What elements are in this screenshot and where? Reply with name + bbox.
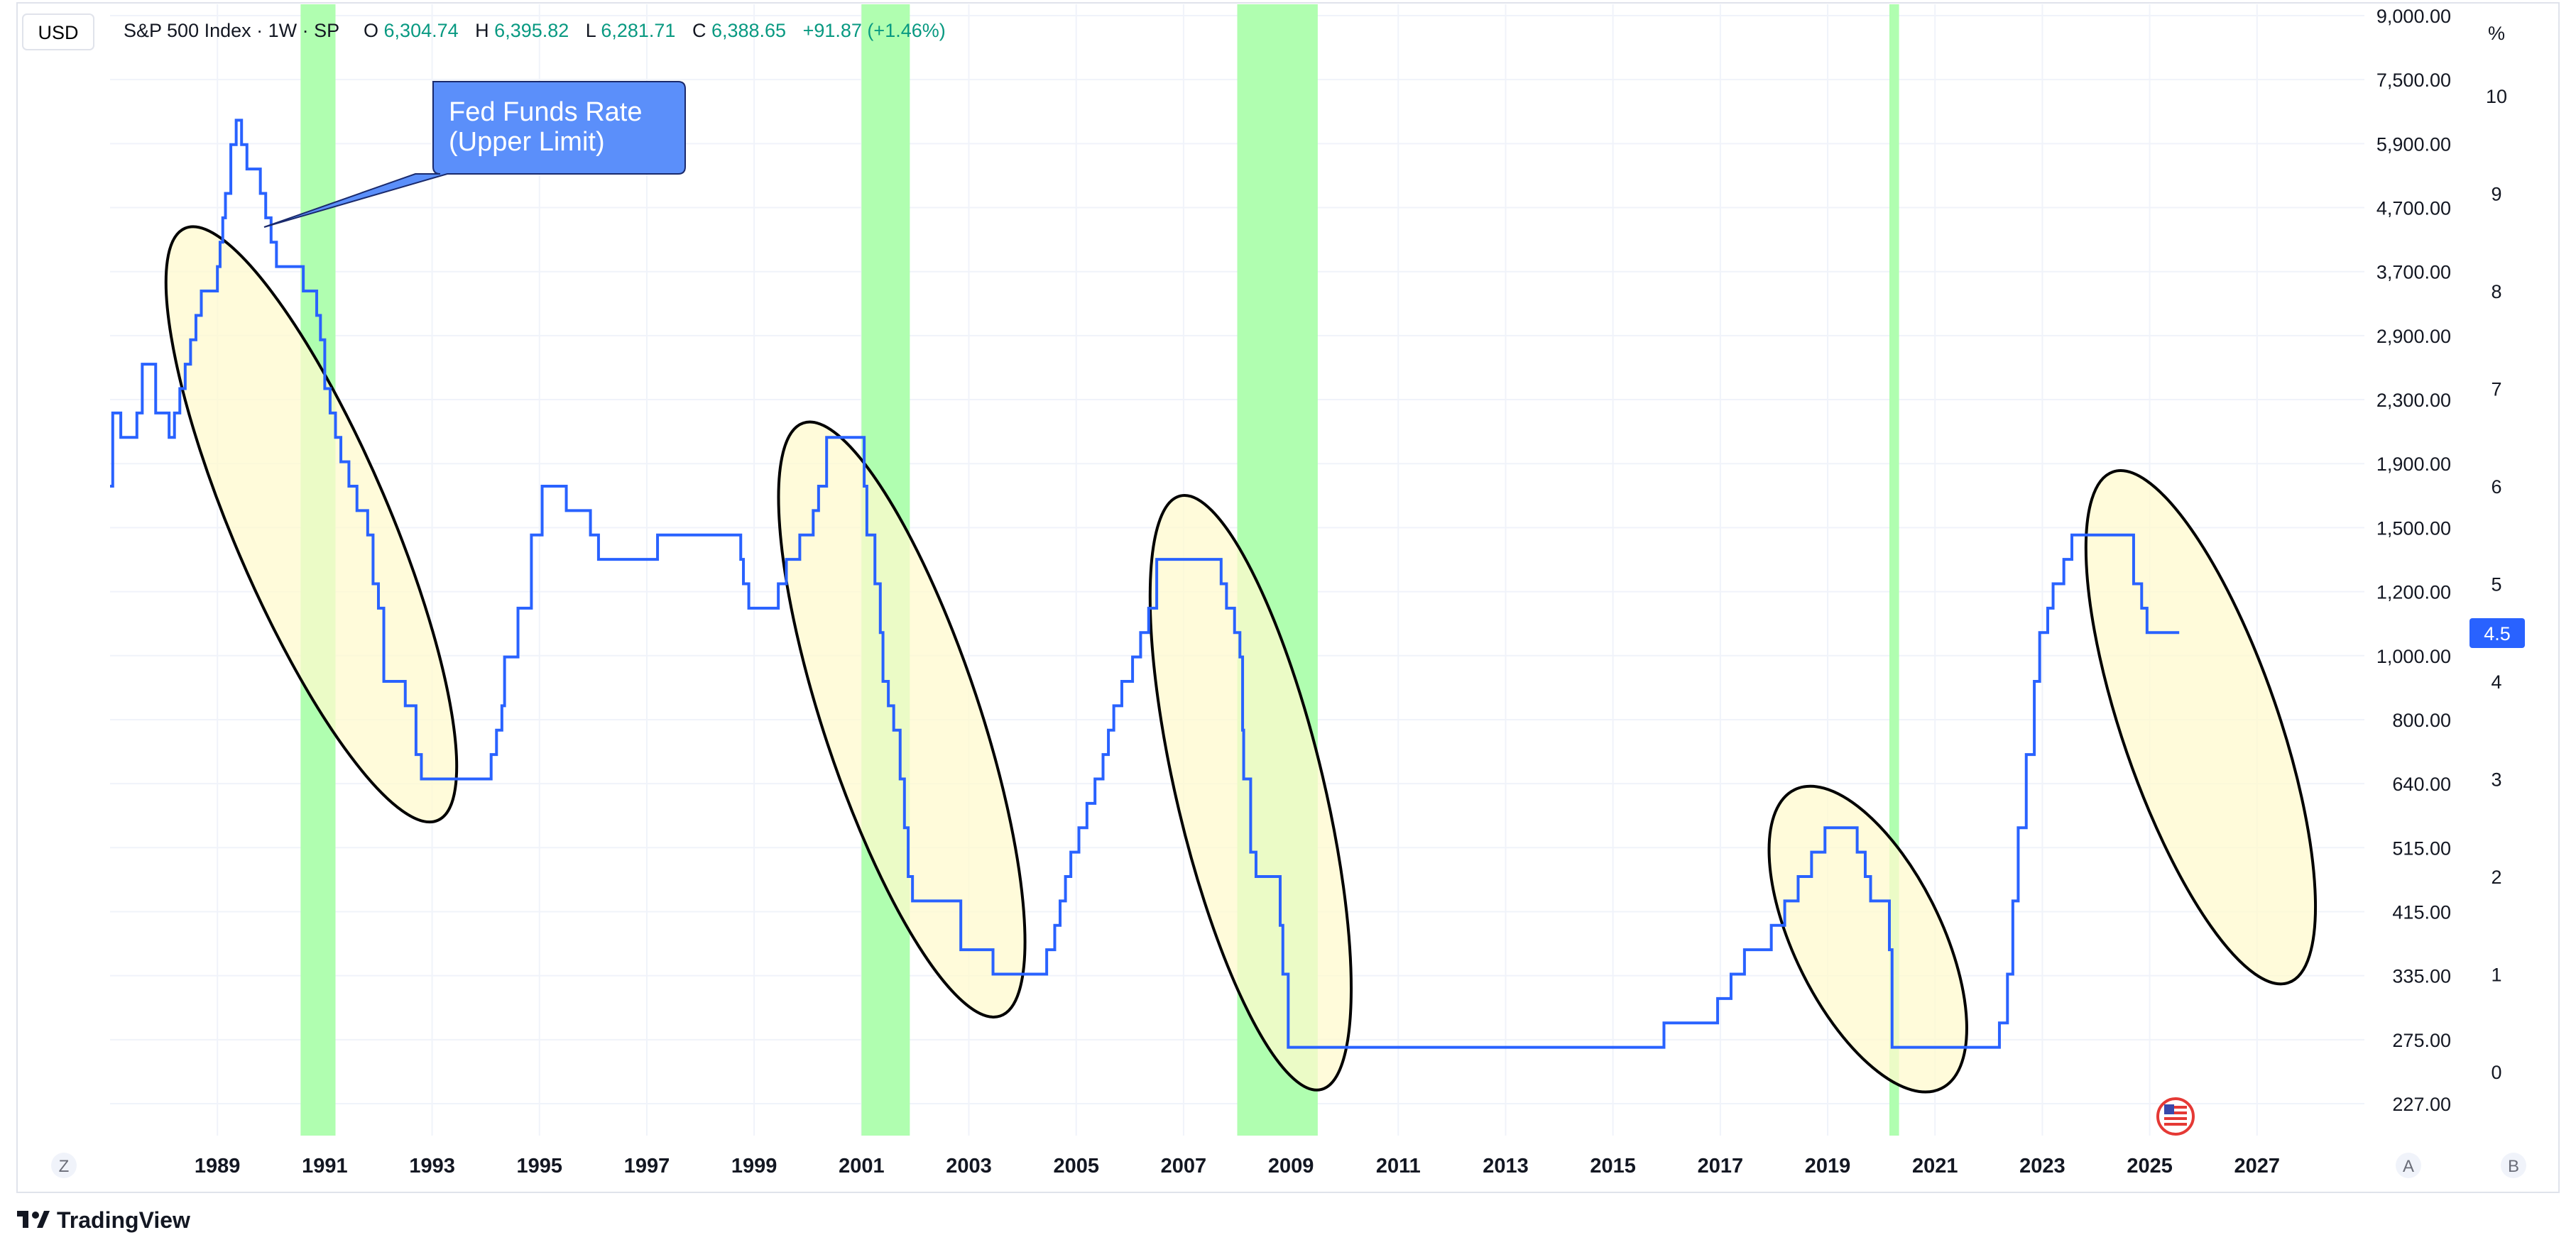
current-value-text: 4.5	[2484, 623, 2511, 644]
price-tick-label: 5,900.00	[2376, 133, 2451, 155]
price-tick-label: 4,700.00	[2376, 198, 2451, 219]
percent-axis-unit: %	[2488, 23, 2505, 44]
price-tick-label: 1,000.00	[2376, 646, 2451, 667]
price-tick-label: 227.00	[2392, 1094, 2451, 1115]
price-tick-label: 2,900.00	[2376, 326, 2451, 347]
callout-shape	[263, 81, 686, 228]
z-button[interactable]: Z	[51, 1153, 77, 1178]
highlight-ellipse[interactable]	[729, 398, 1074, 1040]
callout-line-2: (Upper Limit)	[449, 127, 605, 157]
percent-tick-label: 6	[2491, 476, 2501, 498]
percent-tick-label: 8	[2491, 281, 2501, 302]
price-tick-label: 1,900.00	[2376, 454, 2451, 475]
price-tick-label: 415.00	[2392, 901, 2451, 923]
percent-tick-label: 9	[2491, 184, 2501, 205]
price-tick-label: 1,200.00	[2376, 582, 2451, 603]
price-tick-label: 515.00	[2392, 838, 2451, 859]
x-tick-label: 2013	[1483, 1155, 1529, 1177]
price-tick-label: 9,000.00	[2376, 6, 2451, 27]
percent-tick-label: 7	[2491, 379, 2501, 400]
x-tick-label: 2005	[1053, 1155, 1099, 1177]
highlight-ellipse[interactable]	[1728, 757, 2007, 1121]
x-tick-label: 1995	[517, 1155, 563, 1177]
percent-tick-label: 3	[2491, 769, 2501, 791]
x-tick-label: 2027	[2234, 1155, 2281, 1177]
x-tick-label: 1999	[731, 1155, 777, 1177]
x-tick-label: 1997	[624, 1155, 670, 1177]
percent-tick-label: 0	[2491, 1062, 2501, 1083]
price-tick-label: 1,500.00	[2376, 517, 2451, 539]
x-tick-label: 2021	[1912, 1155, 1958, 1177]
high-label: H	[475, 20, 489, 41]
low-label: L	[586, 20, 596, 41]
percent-tick-label: 5	[2491, 574, 2501, 595]
x-tick-label: 2003	[946, 1155, 992, 1177]
us-flag-icon[interactable]	[2156, 1097, 2195, 1136]
high-value: 6,395.82	[494, 20, 569, 41]
price-tick-label: 335.00	[2392, 966, 2451, 987]
price-tick-label: 275.00	[2392, 1030, 2451, 1051]
price-tick-label: 640.00	[2392, 774, 2451, 795]
a-button-label: A	[2403, 1157, 2414, 1176]
percent-tick-label: 4	[2491, 671, 2501, 693]
highlight-ellipse[interactable]	[2039, 446, 2362, 1008]
callout-annotation[interactable]: Fed Funds Rate (Upper Limit)	[263, 81, 686, 228]
x-tick-label: 1993	[409, 1155, 455, 1177]
x-tick-label: 2015	[1590, 1155, 1636, 1177]
b-button[interactable]: B	[2501, 1153, 2526, 1178]
price-tick-label: 7,500.00	[2376, 70, 2451, 91]
axes: 1989 1991 1993 1995 1997 1999 2001 2003 2005 2007…	[195, 6, 2507, 1177]
x-tick-label: 2017	[1698, 1155, 1744, 1177]
x-tick-label: 2025	[2127, 1155, 2173, 1177]
percent-tick-label: 2	[2491, 867, 2501, 888]
price-tick-label: 2,300.00	[2376, 390, 2451, 411]
fed-funds-rate-line[interactable]	[110, 119, 2180, 1049]
x-tick-label: 2011	[1376, 1155, 1421, 1177]
price-tick-label: 800.00	[2392, 710, 2451, 731]
close-label: C	[692, 20, 706, 41]
x-tick-label: 1991	[302, 1155, 348, 1177]
rate-line-layer	[110, 119, 2180, 1049]
x-tick-label: 2019	[1805, 1155, 1851, 1177]
change-value: +91.87 (+1.46%)	[803, 20, 946, 41]
tradingview-logo-text: TradingView	[57, 1207, 190, 1233]
z-button-label: Z	[59, 1157, 70, 1176]
auto-scale-button[interactable]: A	[2396, 1153, 2421, 1178]
current-value-badge	[2469, 618, 2525, 648]
percent-tick-label: 1	[2491, 965, 2501, 986]
tradingview-logo-icon	[17, 1211, 50, 1228]
x-tick-label: 2023	[2019, 1155, 2065, 1177]
currency-button-label: USD	[38, 22, 78, 43]
x-tick-label: 2009	[1268, 1155, 1314, 1177]
low-value: 6,281.71	[601, 20, 675, 41]
percent-tick-label: 10	[2486, 86, 2507, 107]
ohlc-header: S&P 500 Index · 1W · SP O 6,304.74 H 6,3…	[124, 20, 946, 41]
x-tick-label: 1989	[195, 1155, 241, 1177]
b-button-label: B	[2508, 1157, 2519, 1176]
x-tick-label: 2001	[839, 1155, 885, 1177]
open-label: O	[364, 20, 378, 41]
open-value: 6,304.74	[384, 20, 459, 41]
symbol-label: S&P 500 Index · 1W · SP	[124, 20, 339, 41]
currency-button[interactable]	[22, 13, 94, 50]
tradingview-logo[interactable]: TradingView	[17, 1207, 190, 1233]
x-tick-label: 2007	[1161, 1155, 1207, 1177]
close-value: 6,388.65	[711, 20, 786, 41]
price-tick-label: 3,700.00	[2376, 262, 2451, 283]
callout-line-1: Fed Funds Rate	[449, 97, 642, 127]
